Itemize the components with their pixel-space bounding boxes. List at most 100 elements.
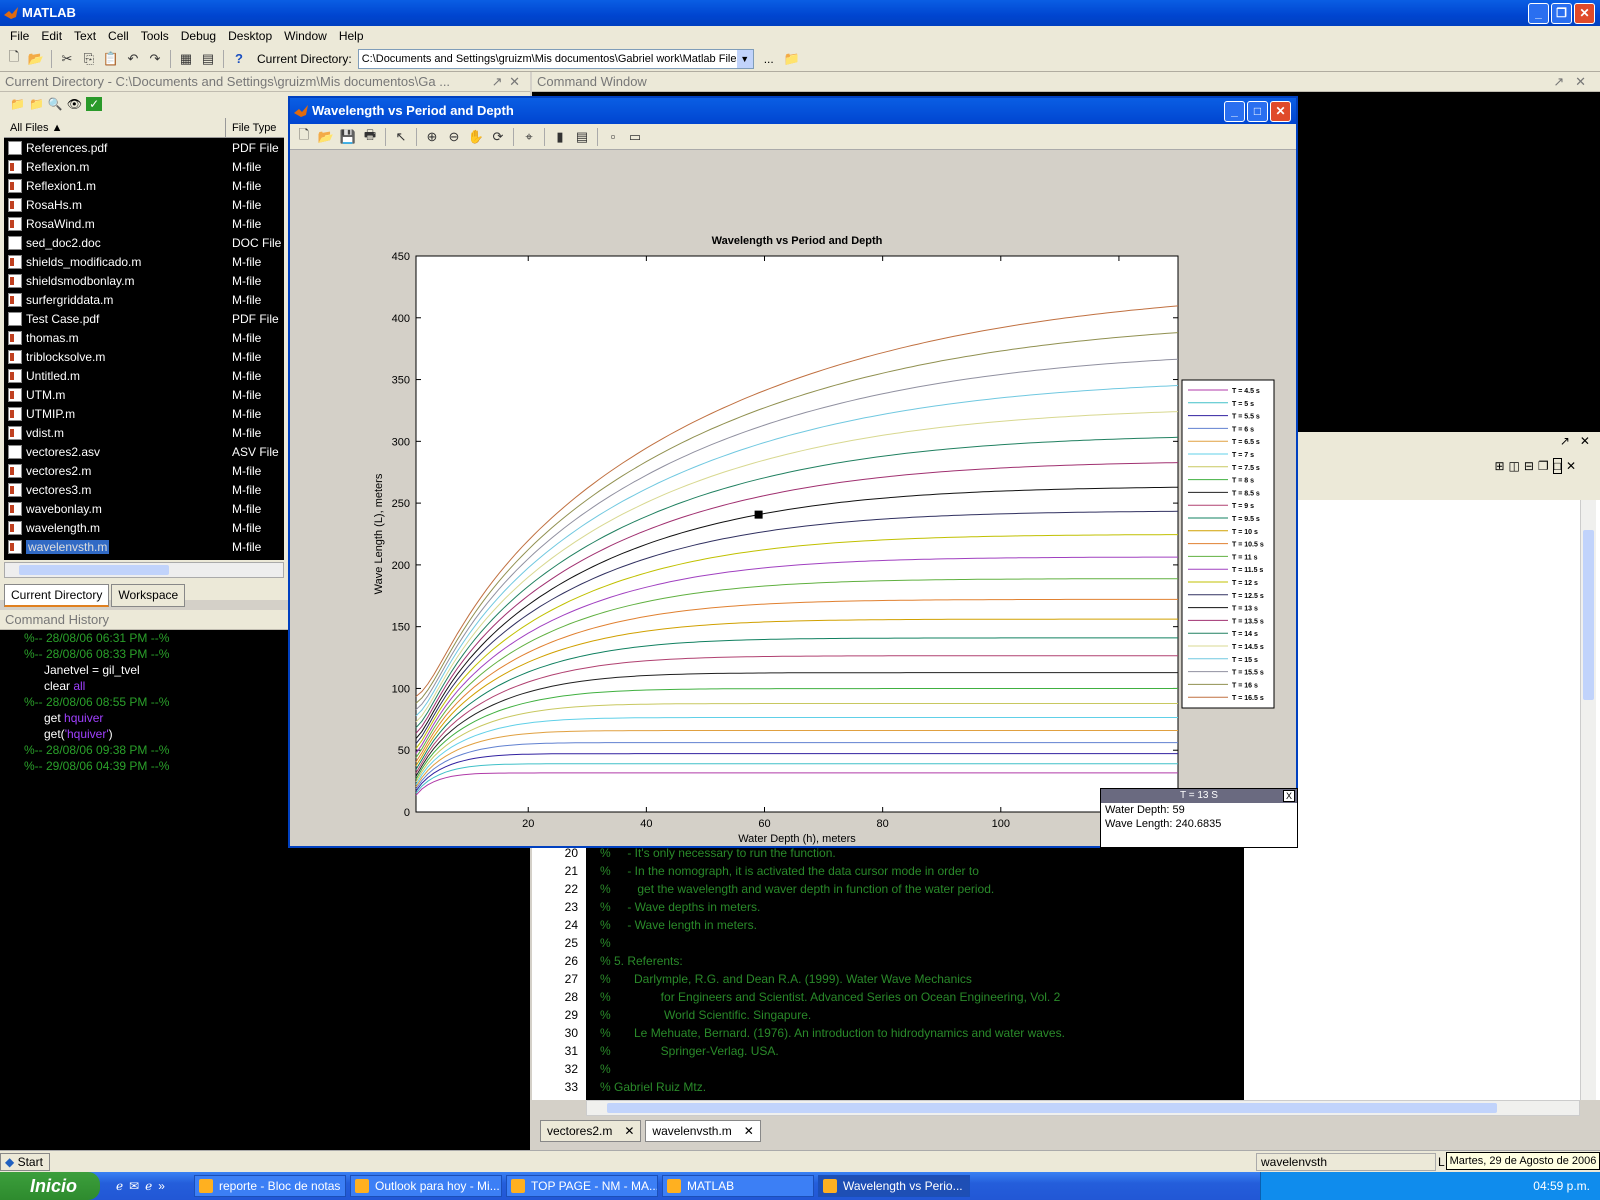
- task-top-page[interactable]: TOP PAGE - NM - MA...: [506, 1175, 658, 1197]
- folder-up-icon[interactable]: 📁: [10, 97, 25, 111]
- up-folder-icon[interactable]: 📁: [783, 50, 800, 66]
- menu-edit[interactable]: Edit: [41, 29, 63, 43]
- file-row[interactable]: UTM.m M-file: [4, 385, 284, 404]
- colorbar-icon[interactable]: ▮: [556, 128, 564, 144]
- hide-plot-tools-icon[interactable]: ▫: [610, 129, 616, 144]
- file-row[interactable]: sed_doc2.doc DOC File: [4, 233, 284, 252]
- copy-icon[interactable]: ⎘: [83, 50, 95, 66]
- guide-icon[interactable]: ▤: [201, 50, 215, 66]
- restore-button[interactable]: ❐: [1551, 3, 1572, 24]
- save-icon[interactable]: 💾: [339, 128, 357, 144]
- zoom-out-icon[interactable]: ⊖: [448, 128, 460, 144]
- file-row[interactable]: thomas.m M-file: [4, 328, 284, 347]
- file-row[interactable]: Reflexion.m M-file: [4, 157, 284, 176]
- history-entry[interactable]: %-- 29/08/06 04:39 PM --%: [0, 758, 530, 774]
- task-figure[interactable]: Wavelength vs Perio...: [818, 1175, 970, 1197]
- print-icon[interactable]: 🖶: [363, 126, 377, 142]
- reports-icon[interactable]: ✓: [86, 97, 103, 111]
- pan-hand-icon[interactable]: ✋: [467, 128, 485, 144]
- editor-undock-close-icons[interactable]: ↗ ✕: [1559, 434, 1590, 448]
- undo-icon[interactable]: ↶: [127, 50, 139, 66]
- file-row[interactable]: shields_modificado.m M-file: [4, 252, 284, 271]
- file-row[interactable]: References.pdf PDF File: [4, 138, 284, 157]
- zoom-in-icon[interactable]: ⊕: [426, 128, 438, 144]
- file-row[interactable]: wavelenvsth.m M-file: [4, 537, 284, 556]
- all-files-column-header[interactable]: All Files ▲: [4, 118, 226, 137]
- menu-cell[interactable]: Cell: [108, 29, 129, 43]
- maximize-button[interactable]: □: [1247, 101, 1268, 122]
- file-row[interactable]: Reflexion1.m M-file: [4, 176, 284, 195]
- history-entry[interactable]: Janetvel = gil_tvel: [0, 662, 530, 678]
- file-row[interactable]: surfergriddata.m M-file: [4, 290, 284, 309]
- data-cursor-tip[interactable]: T = 13 S X Water Depth: 59 Wave Length: 2…: [1100, 788, 1298, 848]
- file-row[interactable]: wavelength.m M-file: [4, 518, 284, 537]
- history-entry[interactable]: %-- 28/08/06 08:33 PM --%: [0, 646, 530, 662]
- maximize-icon[interactable]: □: [1552, 458, 1562, 474]
- menu-file[interactable]: File: [10, 29, 30, 43]
- history-entry[interactable]: %-- 28/08/06 09:38 PM --%: [0, 742, 530, 758]
- tab-current-directory[interactable]: Current Directory: [4, 584, 110, 607]
- tab-close-icon[interactable]: ✕: [624, 1124, 635, 1138]
- split-vertical-icon[interactable]: ◫: [1508, 459, 1520, 473]
- file-row[interactable]: vdist.m M-file: [4, 423, 284, 442]
- history-entry[interactable]: clear all: [0, 678, 530, 694]
- file-row[interactable]: UTMIP.m M-file: [4, 404, 284, 423]
- visdiff-icon[interactable]: 👁: [66, 97, 83, 111]
- float-icon[interactable]: ❐: [1537, 459, 1549, 473]
- new-file-icon[interactable]: 🗋: [8, 48, 20, 64]
- redo-icon[interactable]: ↷: [149, 50, 161, 66]
- menu-window[interactable]: Window: [284, 29, 327, 43]
- file-row[interactable]: RosaHs.m M-file: [4, 195, 284, 214]
- tab-workspace[interactable]: Workspace: [111, 584, 186, 607]
- tab-close-icon[interactable]: ✕: [743, 1124, 754, 1138]
- task-outlook[interactable]: Outlook para hoy - Mi...: [350, 1175, 502, 1197]
- menu-debug[interactable]: Debug: [180, 29, 217, 43]
- browser-icon[interactable]: ℯ: [145, 1179, 153, 1193]
- scrollbar-thumb[interactable]: [19, 565, 169, 575]
- matlab-start-button[interactable]: ◆ Start: [0, 1153, 50, 1171]
- undock-icon[interactable]: ↗: [491, 74, 503, 89]
- file-row[interactable]: Untitled.m M-file: [4, 366, 284, 385]
- datatip-close-icon[interactable]: X: [1283, 790, 1295, 802]
- history-entry[interactable]: %-- 28/08/06 08:55 PM --%: [0, 694, 530, 710]
- chevron-down-icon[interactable]: ▼: [736, 49, 753, 68]
- menu-tools[interactable]: Tools: [140, 29, 169, 43]
- file-row[interactable]: wavebonlay.m M-file: [4, 499, 284, 518]
- editor-tab-vectores2[interactable]: vectores2.m ✕: [540, 1120, 642, 1142]
- current-directory-combo[interactable]: C:\Documents and Settings\gruizm\Mis doc…: [357, 48, 754, 69]
- task-notepad[interactable]: reporte - Bloc de notas: [194, 1175, 346, 1197]
- history-entry[interactable]: %-- 28/08/06 06:31 PM --%: [0, 630, 530, 646]
- code-lines[interactable]: 20 % - It's only necessary to run the fun…: [546, 844, 1246, 1096]
- file-row[interactable]: vectores2.asv ASV File: [4, 442, 284, 461]
- tile-icon[interactable]: ⊞: [1494, 459, 1505, 473]
- new-figure-icon[interactable]: 🗋: [298, 126, 310, 142]
- rotate-3d-icon[interactable]: ⟳: [492, 128, 504, 144]
- data-cursor-icon[interactable]: ⌖: [525, 128, 533, 144]
- cut-icon[interactable]: ✂: [61, 50, 73, 66]
- edit-plot-arrow-icon[interactable]: ↖: [395, 128, 407, 144]
- minimize-button[interactable]: _: [1528, 3, 1549, 24]
- editor-tab-wavelenvsth[interactable]: wavelenvsth.m ✕: [645, 1120, 761, 1142]
- find-files-icon[interactable]: 🔍: [47, 97, 63, 111]
- minimize-button[interactable]: _: [1224, 101, 1245, 122]
- clock[interactable]: 04:59 p.m.: [1533, 1179, 1590, 1193]
- history-entry[interactable]: get hquiver: [0, 710, 530, 726]
- browse-button[interactable]: ...: [763, 51, 774, 66]
- start-button[interactable]: Inicio: [0, 1172, 100, 1200]
- file-row[interactable]: RosaWind.m M-file: [4, 214, 284, 233]
- simulink-icon[interactable]: ▦: [179, 50, 193, 66]
- outlook-icon[interactable]: ✉: [129, 1179, 140, 1193]
- file-row[interactable]: vectores2.m M-file: [4, 461, 284, 480]
- menu-text[interactable]: Text: [74, 29, 97, 43]
- file-row[interactable]: Test Case.pdf PDF File: [4, 309, 284, 328]
- task-matlab[interactable]: MATLAB: [662, 1175, 814, 1197]
- file-row[interactable]: vectores3.m M-file: [4, 480, 284, 499]
- split-horizontal-icon[interactable]: ⊟: [1523, 459, 1534, 473]
- horizontal-scrollbar[interactable]: [4, 562, 284, 578]
- legend-icon[interactable]: ▤: [575, 128, 589, 144]
- ie-icon[interactable]: ℯ: [116, 1179, 124, 1193]
- menu-desktop[interactable]: Desktop: [228, 29, 273, 43]
- scrollbar-thumb[interactable]: [1583, 530, 1594, 700]
- close-button[interactable]: ✕: [1270, 101, 1291, 122]
- editor-close-icon[interactable]: ✕: [1565, 459, 1576, 473]
